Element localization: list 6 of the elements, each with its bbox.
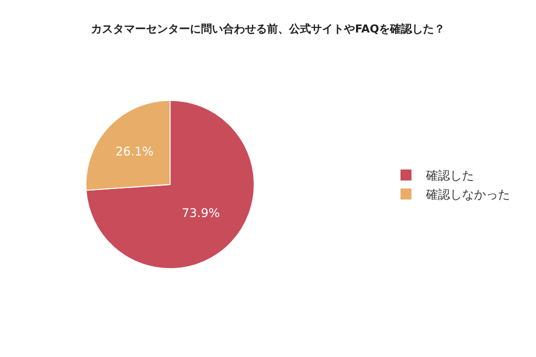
pie-slice <box>86 100 255 270</box>
legend-label: 確認しなかった <box>425 188 510 202</box>
chart-title: カスタマーセンターに問い合わせる前、公式サイトやFAQを確認した？ <box>90 22 446 36</box>
data-label: 73.9% <box>182 206 220 220</box>
data-label: 26.1% <box>115 144 154 158</box>
legend-label: 確認した <box>425 168 474 183</box>
